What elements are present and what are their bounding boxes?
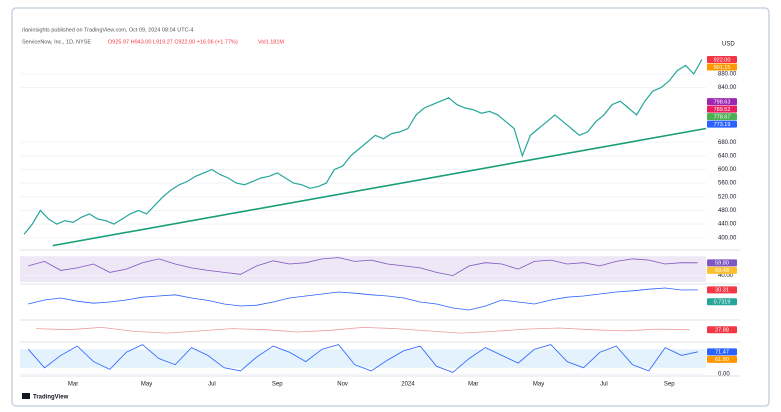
value-badge — [707, 120, 737, 128]
brand: TradingView — [33, 395, 69, 401]
y-tick-label: 440.00 — [718, 222, 737, 228]
value-badge-label: 0.7319 — [714, 299, 731, 305]
value-badge-label: 27.88 — [715, 328, 729, 334]
value-badge-label: 59.48 — [715, 268, 729, 274]
value-badge — [707, 113, 737, 121]
value-badge — [707, 266, 737, 274]
value-badge-label: 71.47 — [715, 350, 729, 356]
value-badge-label: 30.31 — [715, 288, 729, 294]
value-badge-label: 789.52 — [714, 107, 731, 113]
y-tick-label: 560.00 — [718, 181, 737, 187]
y-tick-label: 840.00 — [718, 85, 737, 91]
x-tick-label: Sep — [272, 382, 283, 388]
x-tick-label: 2024 — [401, 382, 415, 388]
value-badge — [707, 259, 737, 267]
value-badge — [707, 105, 737, 113]
value-badge-label: 778.67 — [714, 114, 731, 120]
x-tick-label: Mar — [468, 382, 478, 388]
value-badge-label: 901.15 — [714, 65, 731, 71]
value-badge-label: 798.63 — [714, 99, 731, 105]
y-tick-label: 600.00 — [718, 167, 737, 173]
value-badge — [707, 298, 737, 306]
axis-label: USD — [722, 42, 735, 48]
logo — [22, 393, 30, 399]
x-tick-label: May — [141, 382, 152, 388]
series-line — [23, 59, 703, 235]
frame — [11, 7, 770, 407]
value-badge-label: 922.00 — [714, 57, 731, 63]
x-tick-label: Jul — [208, 382, 216, 388]
value-badge — [707, 56, 737, 64]
value-badge — [707, 355, 737, 363]
y-tick-label: 40.00 — [718, 273, 734, 279]
x-tick-label: Sep — [664, 382, 675, 388]
y-tick-label: 400.00 — [718, 235, 737, 241]
value-badge-label: 61.80 — [715, 357, 729, 363]
value-badge — [707, 326, 737, 334]
value-badge-label: 59.80 — [715, 261, 729, 267]
symbol: ServiceNow, Inc., 1D, NYSE — [22, 39, 91, 45]
value-badge — [707, 63, 737, 71]
y-tick-label: 480.00 — [718, 208, 737, 214]
x-tick-label: May — [533, 382, 544, 388]
value-badge-label: 773.19 — [714, 122, 731, 128]
y-tick-label: 0.00 — [718, 372, 730, 378]
y-tick-label: 880.00 — [718, 71, 737, 77]
y-tick-label: 640.00 — [718, 153, 737, 159]
value-badge — [707, 348, 737, 356]
volume: Vol1.181M — [258, 39, 284, 45]
y-tick-label: 520.00 — [718, 194, 737, 200]
x-tick-label: Mar — [68, 382, 78, 388]
series-line — [27, 344, 698, 373]
series-line — [28, 257, 698, 277]
series-line — [28, 287, 698, 311]
band — [20, 349, 706, 368]
publisher: rlaninsights published on TradingView.co… — [22, 27, 193, 33]
trend-line — [52, 127, 707, 247]
series-line — [36, 326, 690, 334]
y-tick-label: 680.00 — [718, 140, 737, 146]
value-badge — [707, 286, 737, 294]
x-tick-label: Nov — [337, 382, 348, 388]
value-badge — [707, 98, 737, 106]
band — [20, 256, 706, 282]
ohlc: O925.97 H943.00 L919.27 C922.00 +16.06 (… — [108, 39, 238, 45]
x-tick-label: Jul — [600, 382, 608, 388]
